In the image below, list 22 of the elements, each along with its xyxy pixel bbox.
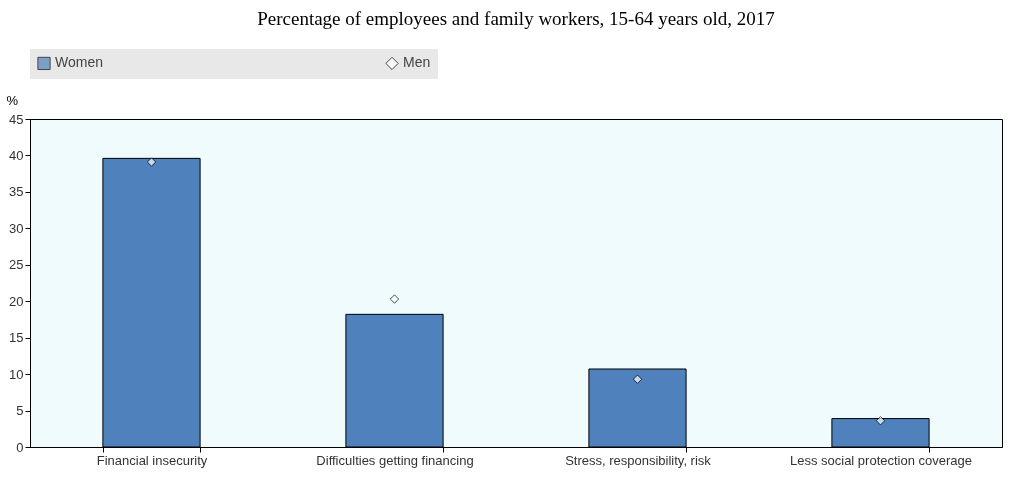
y-tick-label: 40 [9, 147, 24, 163]
y-tick-label: 20 [9, 293, 24, 309]
x-tick-label: Financial insecurity [96, 452, 208, 468]
chart-title: Percentage of employees and family workers, 15-64 years old, 2017 [257, 8, 775, 29]
x-tick-label: Stress, responsibility, risk [565, 452, 712, 468]
y-tick-label: 25 [9, 257, 24, 273]
y-tick-label: 15 [9, 330, 24, 346]
y-tick-label: 30 [9, 220, 24, 236]
y-tick-label: 0 [16, 439, 24, 455]
point [389, 294, 400, 304]
y-axis-title: % [6, 92, 19, 108]
y-tick-label: 5 [16, 403, 24, 419]
legend-label: Men [403, 54, 431, 71]
y-tick-label: 45 [9, 111, 24, 127]
x-tick-label: Difficulties getting financing [316, 452, 474, 468]
x-tick-label: Less social protection coverage [789, 452, 973, 468]
y-tick-label: 35 [9, 184, 24, 200]
legend-label: Women [55, 54, 103, 71]
point [875, 416, 886, 426]
point [632, 374, 643, 384]
point [146, 157, 157, 167]
y-tick-label: 10 [9, 366, 24, 382]
